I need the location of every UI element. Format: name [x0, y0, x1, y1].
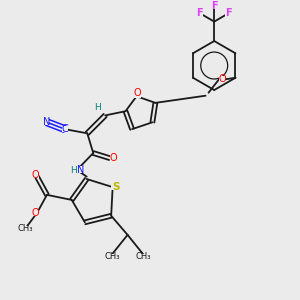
FancyBboxPatch shape — [211, 3, 217, 9]
FancyBboxPatch shape — [42, 119, 49, 125]
FancyBboxPatch shape — [32, 172, 39, 178]
FancyBboxPatch shape — [106, 254, 117, 260]
FancyBboxPatch shape — [95, 105, 100, 110]
Text: O: O — [32, 170, 39, 180]
Text: N: N — [77, 165, 84, 175]
Text: O: O — [110, 153, 117, 163]
Text: H: H — [94, 103, 101, 112]
FancyBboxPatch shape — [19, 226, 31, 232]
FancyBboxPatch shape — [134, 92, 141, 98]
FancyBboxPatch shape — [32, 210, 39, 216]
FancyBboxPatch shape — [219, 76, 225, 82]
FancyBboxPatch shape — [112, 184, 120, 190]
Text: N: N — [43, 117, 51, 127]
Text: CH₃: CH₃ — [104, 253, 119, 262]
Text: F: F — [211, 1, 217, 11]
Text: C: C — [61, 124, 68, 134]
FancyBboxPatch shape — [225, 10, 232, 16]
Text: F: F — [225, 8, 232, 18]
FancyBboxPatch shape — [110, 155, 116, 161]
Text: O: O — [218, 74, 226, 84]
FancyBboxPatch shape — [72, 166, 83, 173]
Text: H: H — [70, 166, 77, 175]
FancyBboxPatch shape — [138, 254, 149, 260]
Text: CH₃: CH₃ — [136, 253, 151, 262]
Text: F: F — [196, 8, 203, 18]
FancyBboxPatch shape — [61, 126, 68, 132]
Text: O: O — [32, 208, 39, 218]
Text: CH₃: CH₃ — [17, 224, 33, 233]
Text: S: S — [112, 182, 119, 192]
FancyBboxPatch shape — [196, 10, 203, 16]
Text: O: O — [134, 88, 142, 98]
